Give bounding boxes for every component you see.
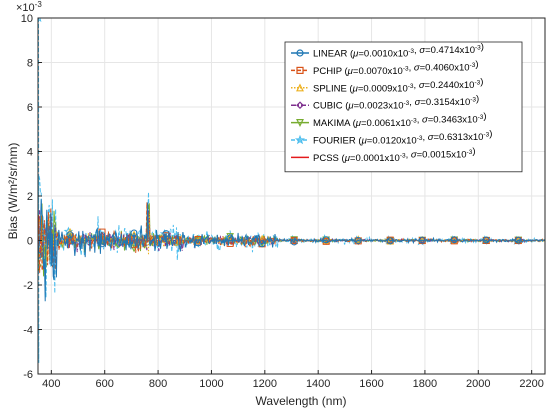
x-tick-label: 1000 <box>199 378 223 390</box>
legend-marker <box>296 49 304 57</box>
legend-label: PCHIP (μ=0.0070x10-3, σ=0.4060x10-3) <box>313 59 478 77</box>
legend-marker <box>296 66 304 75</box>
series-linear <box>38 199 545 302</box>
axis-ticks: 400 600 800 1000 1200 1400 1600 1800 2000 2200 -6 -… <box>21 13 544 390</box>
legend: LINEAR (μ=0.0010x10-3, σ=0.4714x10-3)PCH… <box>284 41 523 173</box>
series-marker <box>66 231 74 239</box>
y-tick-label: 2 <box>27 191 33 203</box>
x-tick-label: 600 <box>96 378 114 390</box>
legend-box <box>284 41 523 173</box>
series-marker <box>514 236 522 244</box>
legend-label: CUBIC (μ=0.0023x10-3, σ=0.3154x10-3) <box>313 94 479 112</box>
x-tick-label: 1400 <box>306 378 330 390</box>
series-marker <box>418 236 426 244</box>
series-marker <box>38 216 42 224</box>
series-marker <box>194 239 202 247</box>
legend-label: FOURIER (μ=0.0120x10-3, σ=0.6313x10-3) <box>313 129 492 147</box>
legend-label: LINEAR (μ=0.0010x10-3, σ=0.4714x10-3) <box>313 42 484 60</box>
series-marker <box>162 230 170 238</box>
legend-label: PCSS (μ=0.0001x10-3, σ=0.0015x10-3) <box>313 146 476 164</box>
plot-area <box>38 18 545 363</box>
series-marker <box>482 236 490 244</box>
x-axis-label: Wavelength (nm) <box>256 394 347 408</box>
series-marker <box>130 229 138 237</box>
y-tick-label: -4 <box>23 325 33 337</box>
y-tick-label: 4 <box>27 147 33 159</box>
series-marker <box>98 240 106 248</box>
legend-marker <box>294 134 306 145</box>
x-tick-label: 1800 <box>413 378 437 390</box>
series-marker <box>322 236 330 244</box>
legend-entry: PCHIP (μ=0.0070x10-3, σ=0.4060x10-3) <box>291 59 478 77</box>
series-marker <box>386 237 394 245</box>
x-tick-label: 1600 <box>359 378 383 390</box>
legend-entry: SPLINE (μ=0.0009x10-3, σ=0.2440x10-3) <box>291 76 483 94</box>
y-tick-label: 8 <box>27 58 33 70</box>
y-tick-label: -2 <box>23 280 33 292</box>
y-tick-label: -6 <box>23 369 33 381</box>
x-tick-label: 400 <box>42 378 60 390</box>
legend-marker <box>296 118 304 127</box>
x-tick-label: 2000 <box>466 378 490 390</box>
series-marker <box>226 234 234 242</box>
y-tick-label: 6 <box>27 102 33 114</box>
legend-entry: MAKIMA (μ=0.0061x10-3, σ=0.3463x10-3) <box>291 111 487 129</box>
y-tick-label: 0 <box>27 236 33 248</box>
series-marker <box>290 238 298 246</box>
legend-entry: CUBIC (μ=0.0023x10-3, σ=0.3154x10-3) <box>291 94 479 112</box>
x-tick-label: 800 <box>149 378 167 390</box>
series-marker <box>38 232 42 240</box>
series-marker <box>258 240 266 248</box>
legend-marker <box>296 101 304 110</box>
series-marker <box>354 236 362 244</box>
y-multiplier-label: ×10-3 <box>16 0 42 14</box>
series-marker <box>38 251 42 259</box>
x-tick-label: 1200 <box>253 378 277 390</box>
y-axis-label: Bias (W/m²/sr/nm) <box>6 143 20 240</box>
legend-entry: PCSS (μ=0.0001x10-3, σ=0.0015x10-3) <box>291 146 476 164</box>
legend-entry: LINEAR (μ=0.0010x10-3, σ=0.4714x10-3) <box>291 42 484 60</box>
legend-marker <box>296 83 304 92</box>
legend-label: MAKIMA (μ=0.0061x10-3, σ=0.3463x10-3) <box>313 111 487 129</box>
legend-entry: FOURIER (μ=0.0120x10-3, σ=0.6313x10-3) <box>291 129 492 147</box>
series-marker <box>450 236 458 244</box>
x-tick-label: 2200 <box>519 378 543 390</box>
y-tick-label: 10 <box>21 13 33 25</box>
legend-label: SPLINE (μ=0.0009x10-3, σ=0.2440x10-3) <box>313 76 483 94</box>
series-line <box>38 202 545 273</box>
